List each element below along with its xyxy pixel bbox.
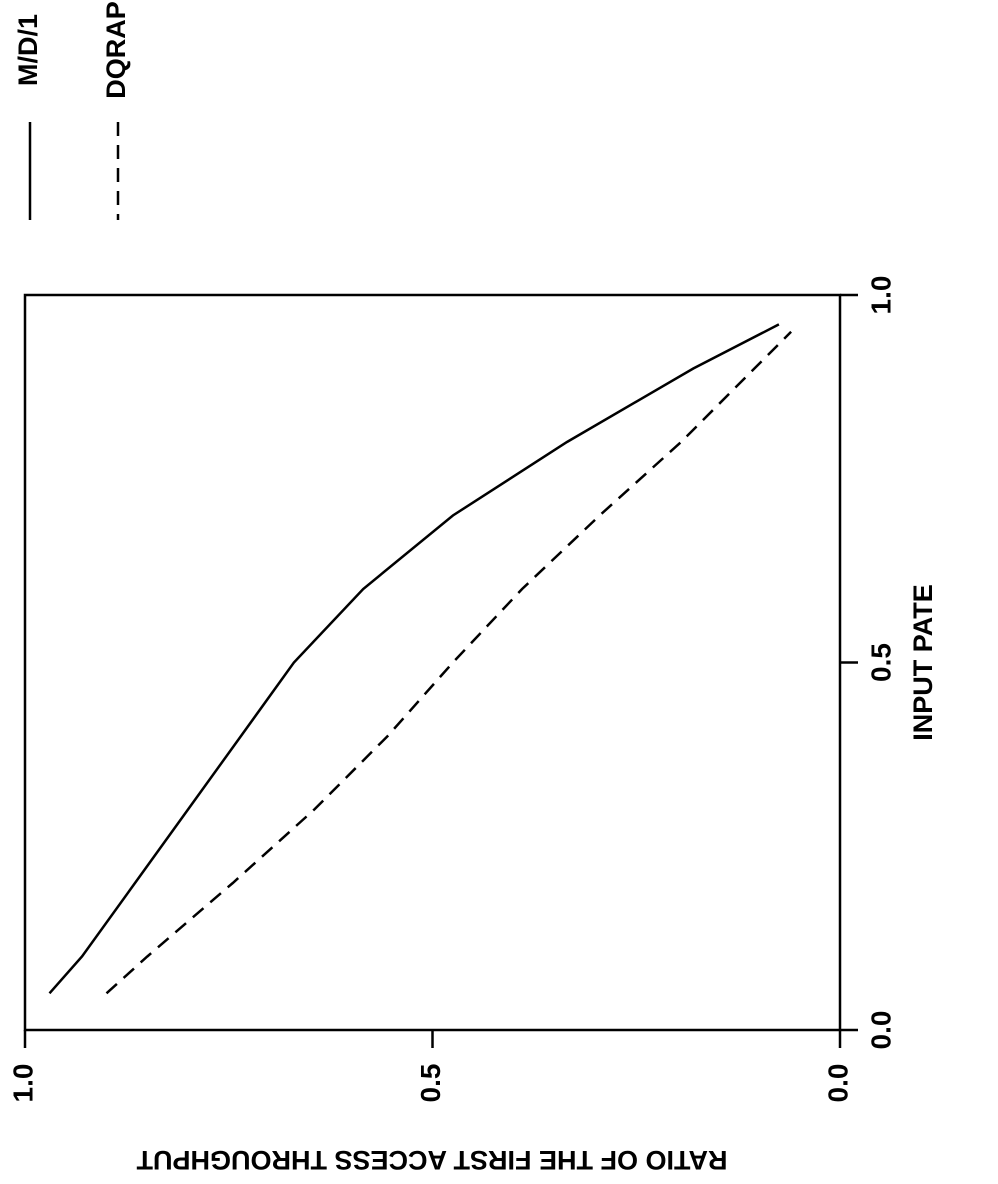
series-line-md1 xyxy=(48,323,780,995)
y-tick-label: 0.5 xyxy=(415,1064,446,1103)
x-axis-title: INPUT PATE xyxy=(908,584,938,741)
x-tick-label: 1.0 xyxy=(865,276,896,315)
x-tick-label: 0.5 xyxy=(865,643,896,682)
y-tick-label: 0.0 xyxy=(822,1064,853,1103)
legend-label: DQRAP xyxy=(101,1,131,99)
y-tick-label: 1.0 xyxy=(7,1064,38,1103)
plot-frame xyxy=(23,293,842,1032)
legend-label: M/D/1 xyxy=(13,14,43,86)
x-tick-label: 0.0 xyxy=(865,1011,896,1050)
series-line-dqrap xyxy=(105,330,792,995)
y-axis-title: RATIO OF THE FIRST ACCESS THROUGHPUT xyxy=(136,1145,728,1175)
